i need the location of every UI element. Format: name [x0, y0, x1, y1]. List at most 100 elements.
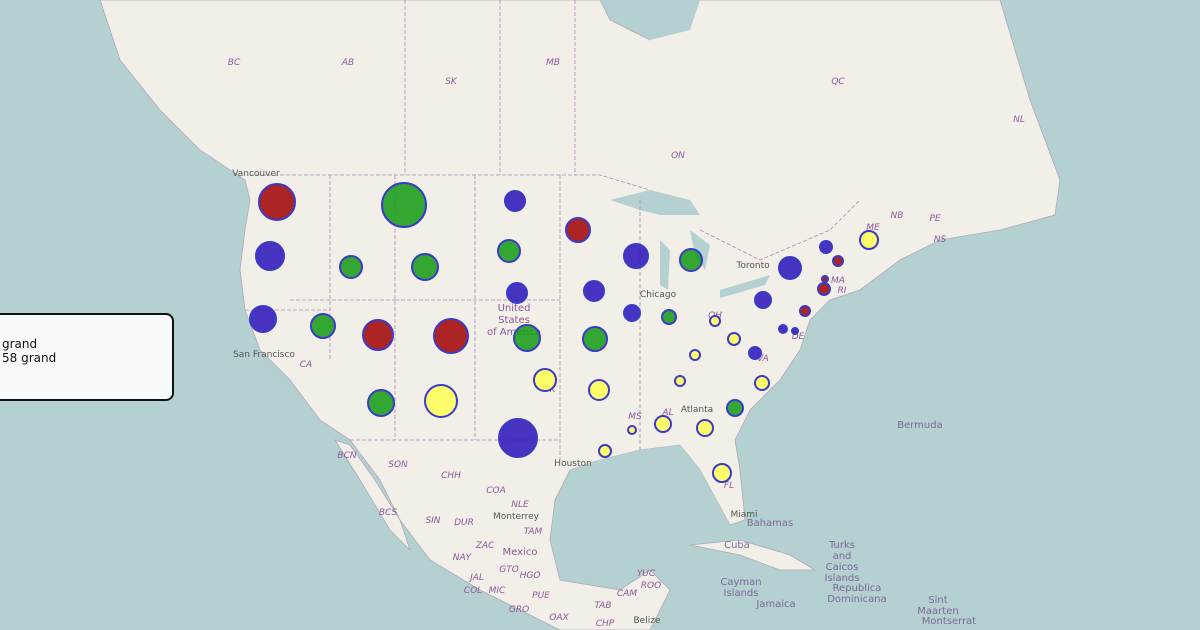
- map-label: CHP: [596, 619, 615, 629]
- marker[interactable]: [249, 305, 277, 333]
- map-label: NS: [934, 235, 947, 245]
- marker[interactable]: [689, 349, 701, 361]
- map-label: BC: [228, 58, 241, 68]
- map-label: Montserrat: [922, 616, 977, 627]
- map-label: SON: [388, 460, 408, 470]
- map-label: Vancouver: [232, 169, 280, 179]
- map-label: DUR: [454, 518, 474, 528]
- marker[interactable]: [821, 275, 829, 283]
- marker[interactable]: [748, 346, 762, 360]
- marker[interactable]: [791, 327, 799, 335]
- marker[interactable]: [778, 324, 788, 334]
- map-label: TAM: [524, 527, 543, 537]
- map-label: Miami: [730, 510, 757, 520]
- marker[interactable]: [627, 425, 637, 435]
- marker[interactable]: [799, 305, 811, 317]
- marker[interactable]: [497, 239, 521, 263]
- marker[interactable]: [661, 309, 677, 325]
- marker[interactable]: [754, 291, 772, 309]
- marker[interactable]: [623, 243, 649, 269]
- map-label: NB: [891, 211, 904, 221]
- map-label: Republica: [833, 583, 882, 594]
- map-label: CHH: [441, 471, 461, 481]
- marker[interactable]: [362, 319, 394, 351]
- map-label: of America: [487, 327, 541, 338]
- map-label: MS: [628, 412, 642, 422]
- marker[interactable]: [819, 240, 833, 254]
- marker[interactable]: [778, 256, 802, 280]
- marker[interactable]: [726, 399, 744, 417]
- marker[interactable]: [679, 248, 703, 272]
- marker[interactable]: [588, 379, 610, 401]
- marker[interactable]: [498, 418, 538, 458]
- map-label: FL: [724, 481, 734, 491]
- marker[interactable]: [754, 375, 770, 391]
- marker[interactable]: [582, 326, 608, 352]
- marker[interactable]: [255, 241, 285, 271]
- map-label: NL: [1013, 115, 1025, 125]
- marker[interactable]: [817, 282, 831, 296]
- marker[interactable]: [533, 368, 557, 392]
- marker[interactable]: [832, 255, 844, 267]
- map-label: YUC: [637, 569, 656, 579]
- map-label: SK: [445, 77, 458, 87]
- map-label: AB: [341, 58, 354, 68]
- map-label: PUE: [532, 591, 550, 601]
- marker[interactable]: [504, 190, 526, 212]
- map-label: Cayman: [720, 577, 761, 588]
- map-label: MA: [831, 276, 845, 286]
- marker[interactable]: [598, 444, 612, 458]
- marker[interactable]: [859, 230, 879, 250]
- map-label: Islands: [825, 573, 860, 584]
- map-label: GRO: [509, 605, 529, 615]
- marker[interactable]: [424, 384, 458, 418]
- marker[interactable]: [506, 282, 528, 304]
- map-label: ME: [866, 223, 880, 233]
- map-label: Dominicana: [827, 594, 887, 605]
- map-label: TAB: [594, 601, 611, 611]
- map-label: Monterrey: [493, 512, 540, 522]
- map-label: Belize: [634, 616, 661, 626]
- map-label: HGO: [520, 571, 541, 581]
- hudson-bay: [600, 0, 700, 40]
- great-lakes: [610, 190, 770, 298]
- map-label: CAM: [617, 589, 637, 599]
- marker[interactable]: [696, 419, 714, 437]
- map-label: Islands: [724, 588, 759, 599]
- marker[interactable]: [310, 313, 336, 339]
- map-label: JAL: [468, 573, 484, 583]
- marker[interactable]: [623, 304, 641, 322]
- map-label: COL: [464, 586, 482, 596]
- marker[interactable]: [712, 463, 732, 483]
- marker[interactable]: [709, 315, 721, 327]
- marker[interactable]: [654, 415, 672, 433]
- map-label: Turks: [828, 540, 855, 551]
- marker[interactable]: [381, 182, 427, 228]
- cuba: [689, 539, 817, 571]
- marker[interactable]: [513, 324, 541, 352]
- marker[interactable]: [367, 389, 395, 417]
- map-label: Chicago: [640, 290, 677, 300]
- map-label: Cuba: [724, 540, 750, 551]
- map-label: Sint: [928, 595, 947, 606]
- map-label: CA: [300, 360, 312, 370]
- marker[interactable]: [411, 253, 439, 281]
- map-label: BCS: [379, 508, 398, 518]
- marker[interactable]: [433, 318, 469, 354]
- map-label: SIN: [425, 516, 440, 526]
- marker[interactable]: [583, 280, 605, 302]
- map-label: Atlanta: [681, 405, 713, 415]
- marker[interactable]: [674, 375, 686, 387]
- baja: [334, 439, 411, 551]
- map-label: VA: [757, 354, 769, 364]
- map-label: AL: [661, 408, 673, 418]
- map-label: States: [498, 315, 530, 326]
- marker[interactable]: [565, 217, 591, 243]
- map-label: Houston: [554, 459, 591, 469]
- map-label: BCN: [337, 451, 356, 461]
- marker[interactable]: [727, 332, 741, 346]
- marker[interactable]: [258, 183, 296, 221]
- marker[interactable]: [339, 255, 363, 279]
